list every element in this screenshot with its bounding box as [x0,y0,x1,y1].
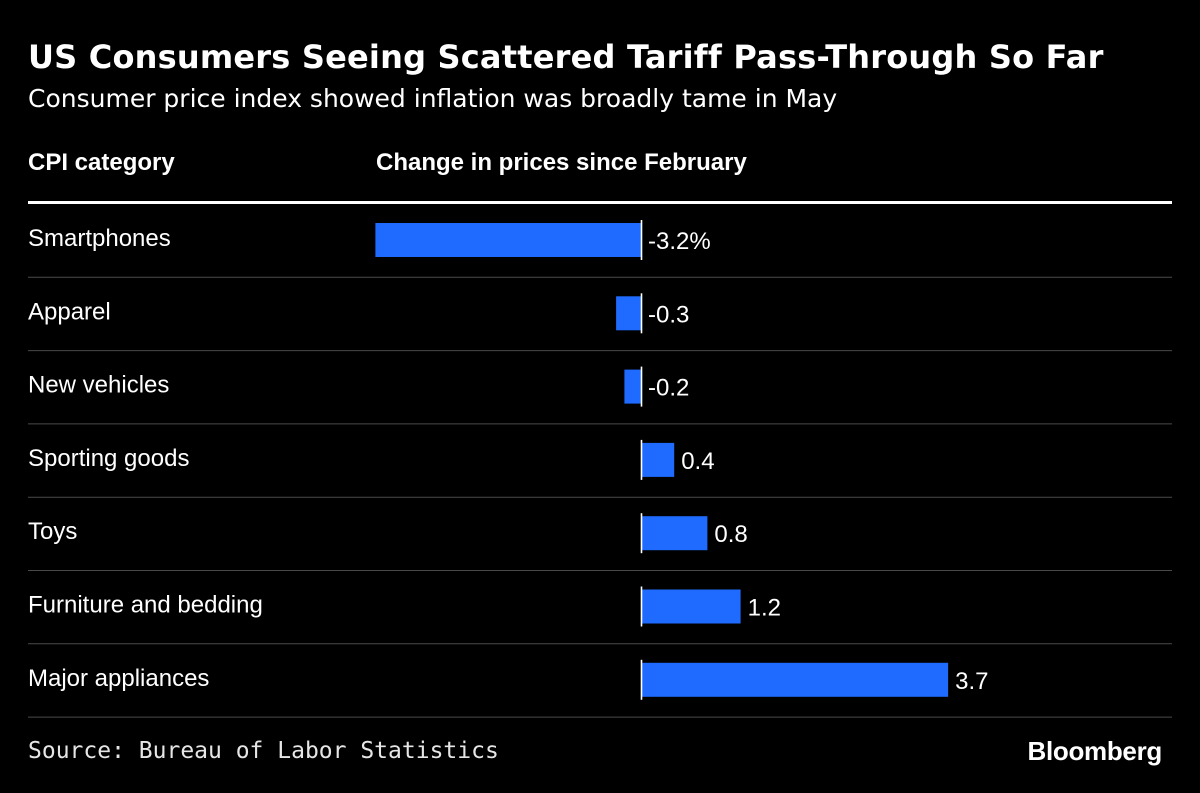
category-label: New vehicles [28,372,169,399]
bar [624,369,641,404]
bar [375,223,641,257]
category-label: Sporting goods [28,445,189,472]
category-label: Major appliances [28,665,209,692]
bloomberg-logo: Bloomberg [1027,736,1162,766]
category-label: Toys [28,518,77,545]
category-column-header: CPI category [28,149,175,176]
category-label: Apparel [28,298,111,325]
bar [641,662,949,697]
header-rule [28,201,1172,204]
bar [641,589,741,624]
category-label: Furniture and bedding [28,592,263,619]
bar [641,516,708,551]
source-note: Source: Bureau of Labor Statistics [28,738,499,764]
value-column-header: Change in prices since February [376,149,747,176]
value-label: 1.2 [748,595,781,622]
category-label: Smartphones [28,225,171,252]
chart-subtitle: Consumer price index showed inflation wa… [28,84,838,113]
value-label: 0.8 [714,521,747,548]
value-label: 0.4 [681,448,714,475]
value-label: -0.2 [648,375,689,402]
bar [641,442,675,477]
value-label: -0.3 [648,301,689,328]
value-label: 3.7 [955,668,988,695]
bar [616,296,641,331]
value-label: -3.2% [648,228,711,255]
chart-title: US Consumers Seeing Scattered Tariff Pas… [28,38,1104,76]
